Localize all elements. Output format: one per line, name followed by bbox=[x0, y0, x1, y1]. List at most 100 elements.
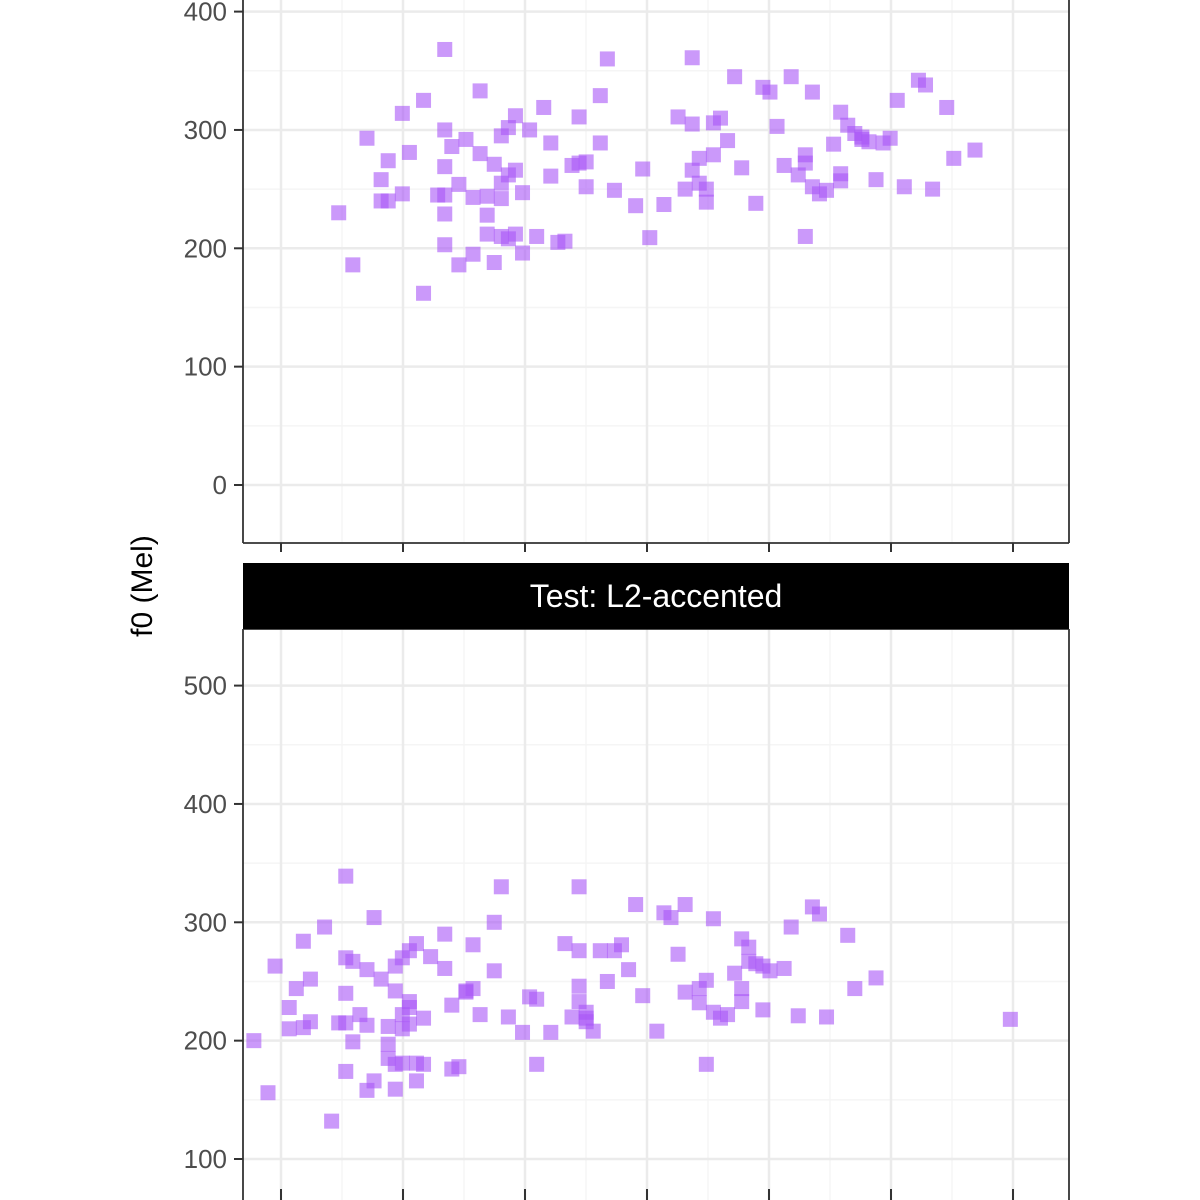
data-point bbox=[529, 1056, 545, 1072]
data-point bbox=[691, 150, 707, 166]
data-point bbox=[437, 159, 453, 175]
panel-border bbox=[242, 0, 1070, 544]
data-point bbox=[387, 1081, 403, 1097]
data-point bbox=[635, 988, 651, 1004]
data-point bbox=[465, 189, 481, 205]
data-point bbox=[670, 109, 686, 125]
data-point bbox=[790, 1008, 806, 1024]
data-point bbox=[635, 161, 651, 177]
data-point bbox=[493, 191, 509, 207]
data-point bbox=[437, 206, 453, 222]
data-point bbox=[684, 162, 700, 178]
data-point bbox=[840, 927, 856, 943]
y-axis: 0 100 200 300 400 bbox=[184, 0, 1014, 552]
data-point bbox=[946, 150, 962, 166]
data-point bbox=[281, 1000, 297, 1016]
data-point bbox=[394, 186, 410, 202]
gridlines bbox=[243, 0, 1069, 543]
data-point bbox=[529, 228, 545, 244]
data-point bbox=[592, 135, 608, 151]
y-axis: 100 200 300 400 500 bbox=[184, 671, 1014, 1200]
data-point bbox=[861, 134, 877, 150]
data-point bbox=[260, 1085, 276, 1101]
bottom-panel: 100 200 300 400 500 bbox=[184, 628, 1070, 1200]
y-tick-label: 500 bbox=[184, 671, 227, 701]
y-tick-label: 300 bbox=[184, 907, 227, 937]
data-point bbox=[571, 879, 587, 895]
data-point bbox=[734, 981, 750, 997]
y-tick-label: 300 bbox=[184, 115, 227, 145]
data-point bbox=[536, 99, 552, 115]
data-point bbox=[925, 181, 941, 197]
data-point bbox=[698, 181, 714, 197]
data-point bbox=[585, 1023, 601, 1039]
data-point bbox=[790, 167, 806, 183]
data-point bbox=[889, 92, 905, 108]
data-point bbox=[606, 182, 622, 198]
data-point bbox=[599, 51, 615, 67]
data-point bbox=[882, 130, 898, 146]
data-point bbox=[288, 981, 304, 997]
data-point bbox=[359, 1017, 375, 1033]
data-point bbox=[507, 108, 523, 124]
data-point bbox=[571, 943, 587, 959]
data-point bbox=[896, 179, 912, 195]
data-point bbox=[642, 230, 658, 246]
data-point bbox=[444, 997, 460, 1013]
data-point bbox=[387, 983, 403, 999]
data-point bbox=[599, 973, 615, 989]
data-point bbox=[338, 1015, 354, 1031]
data-point bbox=[416, 285, 432, 301]
data-point bbox=[918, 77, 934, 93]
data-point bbox=[444, 139, 460, 155]
data-point bbox=[515, 245, 531, 261]
data-point bbox=[359, 130, 375, 146]
data-point bbox=[302, 971, 318, 987]
data-point bbox=[833, 104, 849, 120]
data-point bbox=[281, 1021, 297, 1037]
y-tick-label: 200 bbox=[184, 1026, 227, 1056]
data-point bbox=[734, 160, 750, 176]
data-point bbox=[797, 147, 813, 163]
data-point bbox=[401, 1000, 417, 1016]
data-point bbox=[663, 910, 679, 926]
data-point bbox=[423, 949, 439, 965]
facet-strip-background bbox=[243, 563, 1069, 629]
data-point bbox=[804, 84, 820, 100]
data-point bbox=[408, 1073, 424, 1089]
data-point bbox=[691, 995, 707, 1011]
data-point bbox=[359, 962, 375, 978]
data-point bbox=[847, 981, 863, 997]
data-point bbox=[712, 110, 728, 126]
data-point bbox=[507, 226, 523, 242]
data-point bbox=[592, 88, 608, 104]
data-point bbox=[783, 919, 799, 935]
data-point bbox=[826, 136, 842, 152]
data-point bbox=[677, 181, 693, 197]
data-point bbox=[776, 157, 792, 173]
y-tick-label: 0 bbox=[213, 470, 227, 500]
data-point bbox=[331, 205, 347, 221]
data-point bbox=[465, 246, 481, 262]
data-point bbox=[416, 1056, 432, 1072]
data-point bbox=[705, 911, 721, 927]
data-point bbox=[451, 257, 467, 273]
y-tick-label: 400 bbox=[184, 789, 227, 819]
data-point bbox=[380, 1018, 396, 1034]
data-point bbox=[408, 936, 424, 952]
data-point bbox=[486, 963, 502, 979]
data-point bbox=[437, 187, 453, 203]
facet-strip: Test: L2-accented bbox=[243, 563, 1069, 629]
data-point bbox=[345, 1034, 361, 1050]
data-point bbox=[479, 207, 495, 223]
data-point bbox=[628, 897, 644, 913]
data-point bbox=[437, 926, 453, 942]
data-point bbox=[366, 910, 382, 926]
data-point bbox=[394, 1055, 410, 1071]
data-point bbox=[819, 182, 835, 198]
data-point bbox=[939, 99, 955, 115]
data-point bbox=[698, 1056, 714, 1072]
data-point bbox=[783, 69, 799, 85]
data-point bbox=[345, 257, 361, 273]
